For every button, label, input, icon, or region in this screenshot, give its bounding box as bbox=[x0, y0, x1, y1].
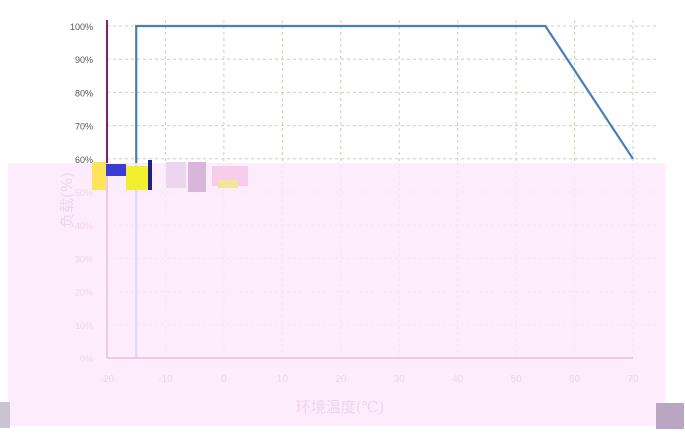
highlight-overlay bbox=[8, 163, 665, 426]
y-tick-label: 70% bbox=[75, 122, 93, 132]
y-tick-label: 80% bbox=[75, 88, 93, 98]
corner-artifact-left bbox=[0, 402, 10, 428]
y-tick-label: 90% bbox=[75, 55, 93, 65]
corner-artifact-right bbox=[656, 403, 684, 429]
y-tick-label: 100% bbox=[70, 22, 93, 32]
y-tick-label: 60% bbox=[75, 155, 93, 165]
corrupted-legend-artifact bbox=[92, 158, 272, 196]
